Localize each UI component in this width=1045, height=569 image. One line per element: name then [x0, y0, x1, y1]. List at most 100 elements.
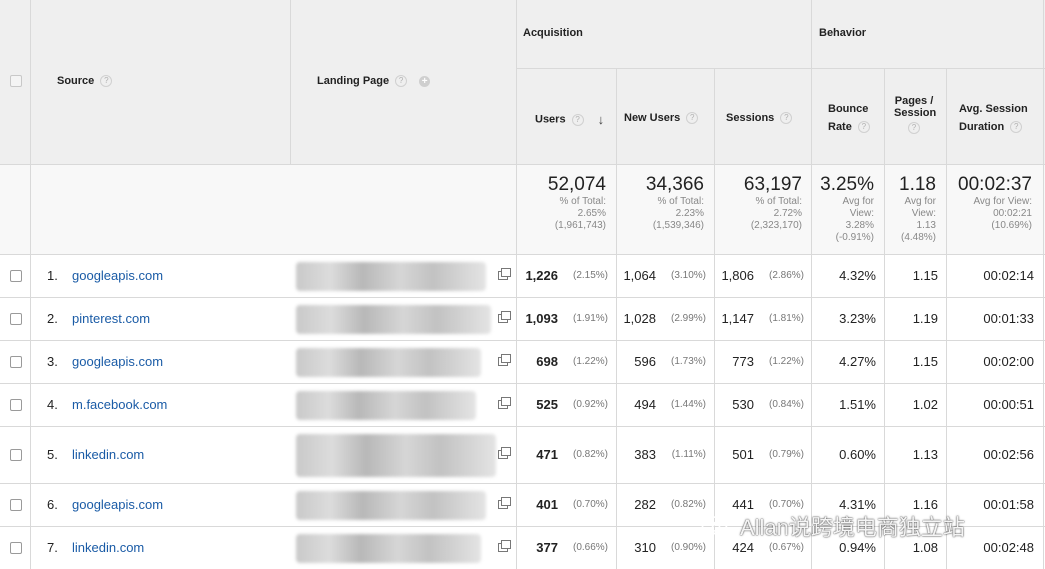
source-link[interactable]: googleapis.com: [72, 354, 164, 369]
help-icon[interactable]: ?: [908, 122, 920, 134]
row-number: 3.: [47, 354, 58, 369]
total-avg-duration: 00:02:37: [958, 174, 1032, 195]
new-users-percent: (2.99%): [670, 313, 706, 324]
total-new-users-detail: % of Total: 2.23% (1,539,346): [620, 196, 704, 232]
row-divider: [0, 426, 1045, 427]
total-new-users: 34,366: [645, 174, 704, 195]
source-header[interactable]: Source?: [57, 75, 113, 88]
new-users-value: 310: [634, 540, 656, 555]
total-duration-detail: Avg for View: 00:02:21 (10.69%): [949, 196, 1032, 232]
source-link[interactable]: googleapis.com: [72, 268, 164, 283]
sessions-value: 424: [732, 540, 754, 555]
source-link[interactable]: pinterest.com: [72, 311, 151, 326]
open-link-icon[interactable]: [498, 268, 511, 280]
users-value: 698: [536, 354, 558, 369]
source-header-label: Source: [57, 75, 95, 87]
landing-page-redacted: [296, 348, 481, 377]
help-icon[interactable]: ?: [857, 121, 870, 134]
sessions-percent: (2.86%): [768, 270, 804, 281]
row-number: 1.: [47, 268, 58, 283]
pages-session-header[interactable]: Pages / Session ?: [894, 95, 937, 134]
row-number: 7.: [47, 540, 58, 555]
sort-descending-icon[interactable]: ↓: [597, 112, 605, 127]
sessions-value: 441: [732, 497, 754, 512]
users-percent: (0.70%): [572, 499, 608, 510]
pages-session-value: 1.13: [912, 447, 938, 462]
total-sessions-l3: (2,323,170): [750, 220, 802, 231]
source-link[interactable]: linkedin.com: [72, 540, 145, 555]
source-link[interactable]: m.facebook.com: [72, 397, 168, 412]
total-pages-detail: Avg for View: 1.13 (4.48%): [887, 196, 936, 244]
sessions-percent: (1.81%): [768, 313, 804, 324]
col-divider: [516, 0, 517, 569]
total-duration-l1: Avg for View:: [973, 196, 1032, 207]
avg-duration-value: 00:02:48: [983, 540, 1034, 555]
col-divider: [884, 68, 885, 569]
total-users-l1: % of Total:: [559, 196, 606, 207]
users-value: 525: [536, 397, 558, 412]
table-header: [0, 0, 1045, 164]
total-pages-session: 1.18: [899, 174, 936, 195]
add-dimension-icon[interactable]: +: [419, 75, 431, 87]
pages-session-value: 1.15: [912, 354, 938, 369]
new-users-header[interactable]: New Users?: [624, 112, 699, 125]
new-users-value: 1,064: [623, 268, 656, 283]
total-pages-l4: (4.48%): [900, 232, 936, 243]
open-link-icon[interactable]: [498, 354, 511, 366]
row-checkbox[interactable]: [10, 499, 22, 511]
sessions-value: 501: [732, 447, 754, 462]
help-icon[interactable]: ?: [571, 113, 584, 126]
row-checkbox[interactable]: [10, 356, 22, 368]
row-divider: [0, 297, 1045, 298]
bounce-rate-value: 3.23%: [839, 311, 876, 326]
total-users-l3: (1,961,743): [554, 220, 606, 231]
pages-session-header-line1: Pages /: [894, 95, 934, 107]
row-checkbox[interactable]: [10, 399, 22, 411]
pages-session-value: 1.19: [912, 311, 938, 326]
open-link-icon[interactable]: [498, 540, 511, 552]
avg-session-header-line1: Avg. Session: [959, 103, 1028, 115]
open-link-icon[interactable]: [498, 447, 511, 459]
total-bounce-l4: (-0.91%): [835, 232, 874, 243]
row-checkbox[interactable]: [10, 542, 22, 554]
landing-page-redacted: [296, 434, 496, 477]
wechat-icon: [701, 515, 728, 536]
col-divider: [30, 0, 31, 569]
users-percent: (2.15%): [572, 270, 608, 281]
total-new-users-l2: 2.23%: [675, 208, 704, 219]
open-link-icon[interactable]: [498, 311, 511, 323]
bounce-rate-header[interactable]: Bounce Rate?: [828, 100, 870, 136]
row-number: 4.: [47, 397, 58, 412]
pages-session-value: 1.16: [912, 497, 938, 512]
row-divider: [0, 254, 1045, 255]
users-header[interactable]: Users? ↓: [535, 112, 604, 127]
help-icon[interactable]: ?: [395, 75, 408, 88]
avg-session-duration-header[interactable]: Avg. Session Duration?: [959, 100, 1028, 136]
sessions-value: 773: [732, 354, 754, 369]
total-duration-l3: (10.69%): [991, 220, 1032, 231]
row-checkbox[interactable]: [10, 313, 22, 325]
users-value: 377: [536, 540, 558, 555]
open-link-icon[interactable]: [498, 397, 511, 409]
row-divider: [516, 68, 1045, 69]
pages-session-header-line2: Session: [894, 107, 937, 119]
sessions-header[interactable]: Sessions?: [726, 112, 793, 125]
new-users-value: 282: [634, 497, 656, 512]
source-link[interactable]: linkedin.com: [72, 447, 145, 462]
help-icon[interactable]: ?: [100, 75, 113, 88]
total-new-users-l3: (1,539,346): [652, 220, 704, 231]
open-link-icon[interactable]: [498, 497, 511, 509]
row-checkbox[interactable]: [10, 449, 22, 461]
new-users-value: 494: [634, 397, 656, 412]
row-checkbox[interactable]: [10, 270, 22, 282]
help-icon[interactable]: ?: [1010, 121, 1023, 134]
source-link[interactable]: googleapis.com: [72, 497, 164, 512]
select-all-checkbox[interactable]: [10, 75, 22, 87]
total-sessions: 63,197: [743, 174, 802, 195]
new-users-value: 596: [634, 354, 656, 369]
total-sessions-detail: % of Total: 2.72% (2,323,170): [718, 196, 802, 232]
help-icon[interactable]: ?: [686, 112, 699, 125]
help-icon[interactable]: ?: [780, 112, 793, 125]
landing-page-header[interactable]: Landing Page? +: [317, 75, 431, 88]
